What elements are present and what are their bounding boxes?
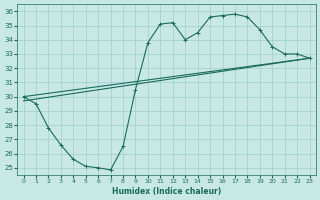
- X-axis label: Humidex (Indice chaleur): Humidex (Indice chaleur): [112, 187, 221, 196]
